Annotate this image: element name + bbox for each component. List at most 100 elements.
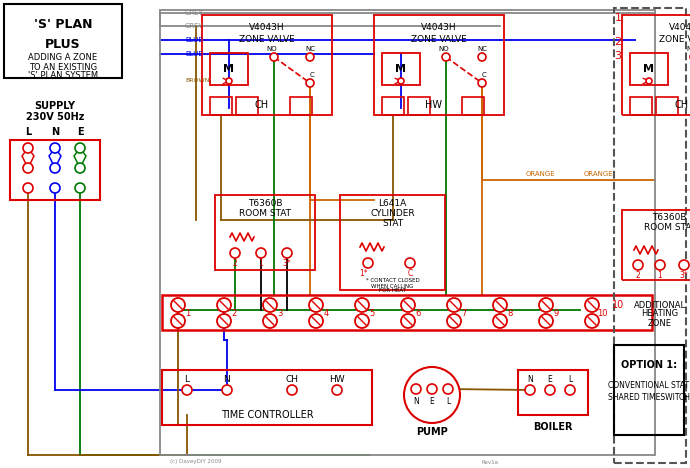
Text: 230V 50Hz: 230V 50Hz bbox=[26, 112, 84, 122]
Text: C: C bbox=[482, 72, 486, 78]
Text: 10: 10 bbox=[597, 308, 607, 317]
Text: L: L bbox=[184, 375, 190, 385]
Text: ROOM STAT: ROOM STAT bbox=[644, 224, 690, 233]
Text: 3*: 3* bbox=[680, 271, 689, 279]
Circle shape bbox=[217, 298, 231, 312]
Circle shape bbox=[75, 163, 85, 173]
Text: 1: 1 bbox=[259, 258, 264, 268]
Text: GREY: GREY bbox=[185, 23, 204, 29]
Text: N: N bbox=[527, 375, 533, 385]
Circle shape bbox=[539, 314, 553, 328]
Text: N: N bbox=[413, 396, 419, 405]
Bar bbox=[210, 53, 248, 85]
Circle shape bbox=[493, 314, 507, 328]
Text: ZONE VALVE: ZONE VALVE bbox=[659, 35, 690, 44]
Circle shape bbox=[404, 367, 460, 423]
Text: BOILER: BOILER bbox=[533, 422, 573, 432]
Text: BROWN: BROWN bbox=[185, 78, 209, 82]
Text: HEATING: HEATING bbox=[642, 309, 678, 319]
Text: ZONE VALVE: ZONE VALVE bbox=[411, 35, 467, 44]
Circle shape bbox=[585, 298, 599, 312]
Text: PLUS: PLUS bbox=[45, 37, 81, 51]
Circle shape bbox=[171, 314, 185, 328]
Bar bbox=[162, 370, 372, 425]
Text: M: M bbox=[224, 64, 235, 74]
Text: 1: 1 bbox=[186, 308, 190, 317]
Circle shape bbox=[411, 384, 421, 394]
Text: 4: 4 bbox=[324, 308, 328, 317]
Text: 9: 9 bbox=[553, 308, 559, 317]
Circle shape bbox=[75, 143, 85, 153]
Text: C: C bbox=[310, 72, 315, 78]
Text: 2: 2 bbox=[635, 271, 640, 279]
Circle shape bbox=[230, 248, 240, 258]
Text: BLUE: BLUE bbox=[185, 37, 203, 43]
Circle shape bbox=[565, 385, 575, 395]
Text: BLUE: BLUE bbox=[185, 51, 203, 57]
Text: 6: 6 bbox=[415, 308, 421, 317]
Text: 1: 1 bbox=[658, 271, 662, 279]
Circle shape bbox=[263, 298, 277, 312]
Text: E: E bbox=[77, 127, 83, 137]
Circle shape bbox=[545, 385, 555, 395]
Text: SUPPLY: SUPPLY bbox=[34, 101, 75, 111]
Circle shape bbox=[50, 183, 60, 193]
Text: CONVENTIONAL STAT: CONVENTIONAL STAT bbox=[609, 380, 689, 389]
Bar bbox=[622, 210, 690, 280]
Text: CH: CH bbox=[255, 100, 269, 110]
Circle shape bbox=[332, 385, 342, 395]
Text: 3: 3 bbox=[277, 308, 283, 317]
Bar bbox=[408, 97, 430, 115]
Text: NC: NC bbox=[305, 46, 315, 52]
Text: 2: 2 bbox=[233, 258, 237, 268]
Text: 3: 3 bbox=[615, 51, 622, 61]
Circle shape bbox=[655, 260, 665, 270]
Bar bbox=[614, 345, 684, 435]
Text: ORANGE: ORANGE bbox=[525, 171, 555, 177]
Circle shape bbox=[646, 78, 652, 84]
Circle shape bbox=[363, 258, 373, 268]
Text: L: L bbox=[446, 396, 450, 405]
Bar bbox=[290, 97, 312, 115]
Circle shape bbox=[398, 78, 404, 84]
Bar bbox=[614, 8, 686, 463]
Circle shape bbox=[679, 260, 689, 270]
Circle shape bbox=[263, 314, 277, 328]
Text: N: N bbox=[224, 375, 230, 385]
Text: ZONE VALVE: ZONE VALVE bbox=[239, 35, 295, 44]
Text: ROOM STAT: ROOM STAT bbox=[239, 209, 291, 218]
Text: ZONE: ZONE bbox=[648, 319, 672, 328]
Circle shape bbox=[442, 53, 450, 61]
Bar bbox=[210, 97, 232, 115]
Text: CYLINDER: CYLINDER bbox=[371, 209, 415, 218]
Circle shape bbox=[478, 79, 486, 87]
Bar bbox=[4, 4, 122, 78]
Text: 'S' PLAN SYSTEM: 'S' PLAN SYSTEM bbox=[28, 72, 98, 80]
Circle shape bbox=[171, 298, 185, 312]
Bar bbox=[630, 97, 652, 115]
Text: E: E bbox=[430, 396, 435, 405]
Text: 2: 2 bbox=[614, 37, 622, 47]
Bar bbox=[202, 15, 332, 115]
Circle shape bbox=[447, 298, 461, 312]
Bar bbox=[462, 97, 484, 115]
Text: 2: 2 bbox=[231, 308, 237, 317]
Bar bbox=[162, 295, 652, 330]
Bar bbox=[10, 140, 100, 200]
Circle shape bbox=[306, 79, 314, 87]
Bar bbox=[236, 97, 258, 115]
Circle shape bbox=[355, 314, 369, 328]
Text: 8: 8 bbox=[507, 308, 513, 317]
Text: 'S' PLAN: 'S' PLAN bbox=[34, 17, 92, 30]
Text: L: L bbox=[25, 127, 31, 137]
Text: ADDING A ZONE: ADDING A ZONE bbox=[28, 53, 97, 63]
Circle shape bbox=[525, 385, 535, 395]
Text: Rev1a: Rev1a bbox=[482, 460, 499, 465]
Text: 3*: 3* bbox=[283, 258, 291, 268]
Text: 7: 7 bbox=[462, 308, 466, 317]
Bar bbox=[382, 53, 420, 85]
Bar bbox=[340, 195, 445, 290]
Text: PUMP: PUMP bbox=[416, 427, 448, 437]
Circle shape bbox=[256, 248, 266, 258]
Text: TIME CONTROLLER: TIME CONTROLLER bbox=[221, 410, 313, 420]
